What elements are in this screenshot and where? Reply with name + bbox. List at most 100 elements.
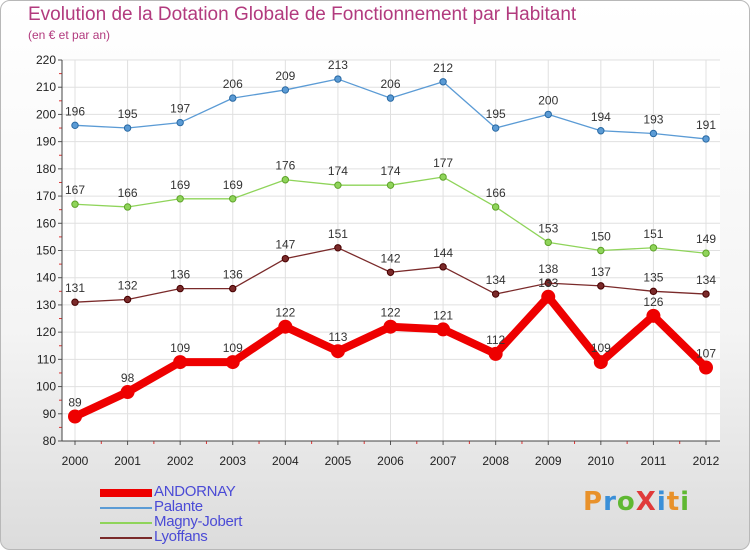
- data-point-palante: [123, 124, 132, 132]
- data-point-lyoffans: [702, 290, 710, 298]
- legend-swatch-palante: [100, 507, 152, 509]
- data-label-magny-jobert: 169: [223, 178, 243, 192]
- chart-title: Evolution de la Dotation Globale de Fonc…: [28, 4, 577, 25]
- logo-letter: P: [583, 487, 604, 517]
- y-tick-label: 160: [36, 216, 56, 230]
- data-label-magny-jobert: 166: [118, 186, 138, 200]
- data-point-palante: [702, 135, 710, 143]
- data-label-lyoffans: 147: [275, 238, 295, 252]
- logo-letter: X: [635, 487, 657, 517]
- legend-label-andornay: ANDORNAY: [154, 483, 236, 500]
- data-point-andornay: [699, 360, 713, 375]
- data-label-lyoffans: 134: [696, 273, 716, 287]
- x-tick-label: 2001: [114, 454, 141, 468]
- data-point-lyoffans: [649, 287, 658, 296]
- data-label-lyoffans: 151: [328, 227, 348, 241]
- data-label-palante: 200: [538, 93, 558, 107]
- legend-swatch-lyoffans: [100, 537, 152, 539]
- data-point-magny-jobert: [649, 244, 658, 252]
- data-point-andornay: [225, 355, 240, 370]
- data-point-magny-jobert: [281, 176, 290, 184]
- data-label-magny-jobert: 174: [380, 164, 400, 178]
- data-label-magny-jobert: 150: [591, 230, 611, 244]
- data-point-lyoffans: [386, 268, 395, 276]
- y-tick-label: 150: [36, 244, 56, 258]
- x-tick-label: 2003: [219, 454, 246, 468]
- data-label-andornay: 109: [223, 341, 243, 355]
- data-point-magny-jobert: [544, 238, 552, 247]
- data-label-andornay: 122: [275, 306, 295, 320]
- data-label-andornay: 133: [538, 276, 558, 290]
- data-label-lyoffans: 138: [538, 262, 558, 276]
- data-point-palante: [229, 94, 237, 102]
- y-tick-label: 190: [36, 135, 56, 149]
- data-point-andornay: [541, 289, 556, 304]
- x-tick-label: 2008: [482, 454, 509, 468]
- data-point-palante: [281, 86, 290, 94]
- label-layer: 196 195 197 206 209 213 206 212 195 200 194 193 191 1…: [65, 58, 716, 409]
- data-label-palante: 209: [275, 69, 295, 83]
- data-point-lyoffans: [439, 263, 447, 271]
- data-point-andornay: [68, 409, 82, 424]
- data-point-palante: [176, 118, 184, 127]
- data-point-lyoffans: [597, 282, 605, 290]
- x-tick-label: 2004: [272, 454, 299, 468]
- series-layer: [68, 75, 713, 424]
- data-label-magny-jobert: 153: [538, 221, 558, 235]
- data-label-lyoffans: 132: [118, 278, 138, 292]
- logo-letter: t: [666, 487, 681, 517]
- x-tick-label: 2010: [587, 454, 614, 468]
- data-point-palante: [544, 110, 552, 119]
- data-label-palante: 206: [380, 77, 400, 91]
- data-label-andornay: 121: [433, 308, 453, 322]
- data-point-lyoffans: [71, 298, 79, 306]
- data-label-lyoffans: 144: [433, 246, 453, 260]
- x-tick-label: 2000: [62, 454, 89, 468]
- data-point-palante: [491, 124, 500, 132]
- y-tick-label: 80: [43, 434, 57, 448]
- y-tick-label: 130: [36, 298, 56, 312]
- x-tick-label: 2002: [167, 454, 194, 468]
- data-label-magny-jobert: 176: [275, 159, 295, 173]
- data-label-palante: 213: [328, 58, 348, 72]
- data-point-magny-jobert: [597, 246, 605, 255]
- data-point-lyoffans: [544, 279, 552, 287]
- data-label-lyoffans: 136: [170, 268, 190, 282]
- legend-label-lyoffans: Lyoffans: [154, 528, 208, 545]
- data-label-palante: 212: [433, 61, 453, 75]
- data-point-andornay: [330, 344, 345, 359]
- logo-letter: i: [680, 487, 691, 517]
- data-label-magny-jobert: 149: [696, 232, 716, 246]
- data-point-andornay: [278, 319, 293, 334]
- y-tick-label: 200: [36, 107, 56, 121]
- proxiti-logo: ProXiti: [583, 487, 690, 517]
- x-tick-label: 2011: [641, 454, 667, 468]
- x-tick-label: 2006: [377, 454, 404, 468]
- axis-layer: 8090100110120130140150160170180190200210…: [36, 53, 720, 468]
- chart-subtitle: (en € et par an): [28, 28, 111, 42]
- data-point-lyoffans: [123, 295, 132, 304]
- data-point-andornay: [436, 322, 451, 337]
- data-point-lyoffans: [281, 254, 290, 263]
- data-label-lyoffans: 131: [65, 281, 85, 295]
- data-point-lyoffans: [176, 284, 184, 293]
- legend-swatch-andornay: [100, 489, 152, 497]
- data-point-magny-jobert: [386, 181, 395, 189]
- legend-label-palante: Palante: [154, 498, 203, 515]
- data-point-magny-jobert: [71, 200, 79, 208]
- logo-letter: i: [656, 487, 667, 517]
- data-label-andornay: 126: [643, 295, 663, 309]
- data-point-magny-jobert: [176, 195, 184, 203]
- x-tick-label: 2005: [325, 454, 352, 468]
- data-label-magny-jobert: 169: [170, 178, 190, 192]
- data-point-magny-jobert: [439, 173, 447, 181]
- x-tick-label: 2007: [430, 454, 457, 468]
- data-point-palante: [386, 94, 395, 102]
- data-point-magny-jobert: [702, 249, 710, 257]
- data-label-magny-jobert: 166: [486, 186, 506, 200]
- data-point-palante: [597, 127, 605, 135]
- data-label-palante: 206: [223, 77, 243, 91]
- y-tick-label: 100: [36, 380, 56, 394]
- y-tick-label: 140: [36, 271, 56, 285]
- logo-letter: r: [603, 487, 617, 517]
